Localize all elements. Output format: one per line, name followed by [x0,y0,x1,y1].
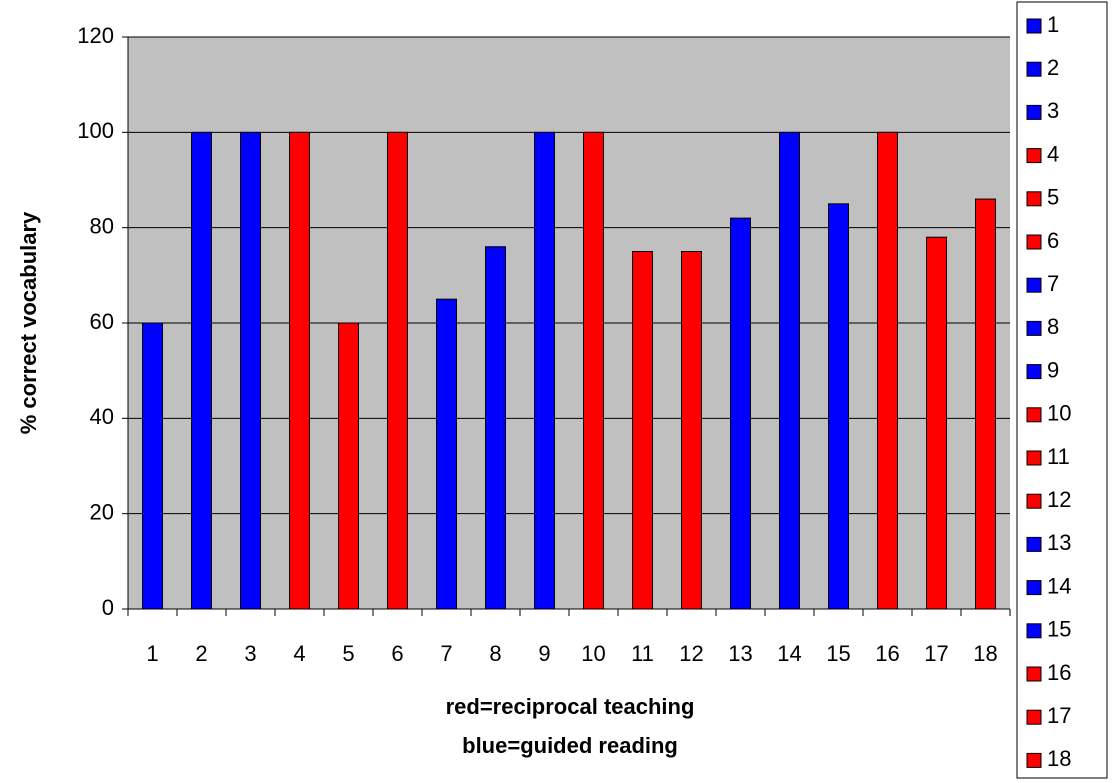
legend-label: 14 [1047,573,1071,598]
x-tick-label: 18 [973,641,997,666]
legend-swatch [1026,493,1042,509]
bar [632,251,653,610]
legend-label: 12 [1047,487,1071,512]
legend-swatch [1026,61,1042,77]
bar [485,246,506,610]
legend-swatch [1026,666,1042,682]
y-tick-label: 100 [77,118,114,143]
legend-swatch [1026,234,1042,250]
bar [534,131,555,610]
x-tick-label: 5 [342,641,354,666]
y-axis-label: % correct vocabulary [16,211,41,434]
legend-swatch [1026,623,1042,639]
legend-swatch [1026,18,1042,34]
x-axis-label: red=reciprocal teaching [446,694,695,719]
legend-swatch [1026,709,1042,725]
bar [240,131,261,610]
bar [338,322,359,610]
legend-swatch [1026,191,1042,207]
legend-swatch [1026,277,1042,293]
x-tick-label: 17 [924,641,948,666]
x-tick-label: 9 [538,641,550,666]
legend-swatch [1026,104,1042,120]
legend-label: 18 [1047,746,1071,771]
y-tick-label: 60 [90,309,114,334]
bar [828,203,849,610]
y-tick-label: 20 [90,499,114,524]
legend-label: 9 [1047,357,1059,382]
x-tick-label: 10 [581,641,605,666]
legend-swatch [1026,407,1042,423]
legend-label: 10 [1047,401,1071,426]
legend-swatch [1026,580,1042,596]
bar [681,251,702,610]
x-tick-label: 13 [728,641,752,666]
legend-label: 7 [1047,271,1059,296]
x-tick-label: 6 [391,641,403,666]
x-tick-label: 7 [440,641,452,666]
x-tick-label: 14 [777,641,801,666]
legend-label: 16 [1047,660,1071,685]
y-tick-label: 120 [77,23,114,48]
legend-label: 11 [1047,444,1070,469]
legend-label: 4 [1047,141,1059,166]
legend-swatch [1026,320,1042,336]
bar [436,298,457,610]
x-tick-label: 3 [244,641,256,666]
y-tick-label: 0 [102,595,114,620]
legend-label: 1 [1047,12,1059,37]
legend-swatch [1026,364,1042,380]
bar [142,322,163,610]
bar [583,131,604,610]
legend-label: 6 [1047,228,1059,253]
x-tick-label: 16 [875,641,899,666]
bar [975,198,996,610]
legend-box [1016,1,1108,779]
legend-swatch [1026,752,1042,768]
legend-swatch [1026,148,1042,164]
legend-label: 17 [1047,703,1071,728]
x-tick-label: 8 [489,641,501,666]
legend-label: 15 [1047,617,1071,642]
bar [191,131,212,610]
bar [926,236,947,610]
bar [877,131,898,610]
bar [289,131,310,610]
bar [387,131,408,610]
y-tick-label: 80 [90,213,114,238]
x-tick-label: 4 [293,641,305,666]
bar [730,217,751,610]
legend-label: 3 [1047,98,1059,123]
legend-label: 8 [1047,314,1059,339]
legend-label: 2 [1047,55,1059,80]
legend-swatch [1026,450,1042,466]
bar [779,131,800,610]
x-tick-label: 12 [679,641,703,666]
x-tick-label: 1 [146,641,158,666]
legend-label: 5 [1047,185,1059,210]
legend-label: 13 [1047,530,1071,555]
x-axis-label: blue=guided reading [462,733,678,758]
x-tick-label: 11 [631,641,654,666]
x-tick-label: 2 [195,641,207,666]
x-tick-label: 15 [826,641,850,666]
y-tick-label: 40 [90,404,114,429]
legend-swatch [1026,536,1042,552]
